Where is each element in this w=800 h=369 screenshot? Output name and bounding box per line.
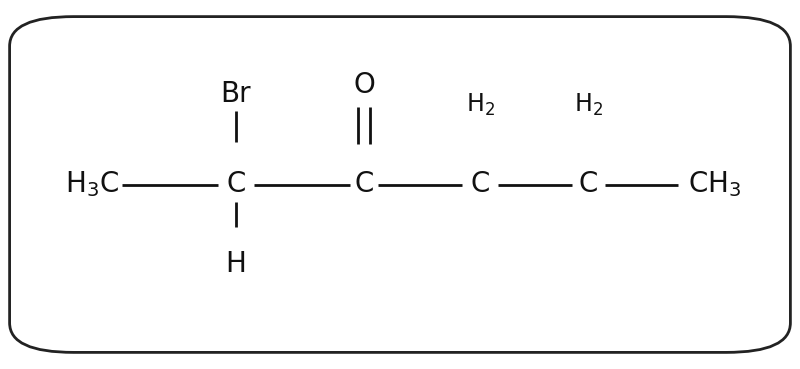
Text: H$_2$: H$_2$ bbox=[574, 92, 602, 118]
Text: H: H bbox=[226, 250, 246, 278]
Text: C: C bbox=[226, 170, 246, 199]
Text: Br: Br bbox=[221, 80, 251, 108]
Text: H$_2$: H$_2$ bbox=[466, 92, 494, 118]
Text: O: O bbox=[353, 71, 375, 99]
Text: CH$_3$: CH$_3$ bbox=[688, 170, 741, 199]
Text: C: C bbox=[354, 170, 374, 199]
Text: C: C bbox=[578, 170, 598, 199]
Text: H$_3$C: H$_3$C bbox=[65, 170, 119, 199]
Text: C: C bbox=[470, 170, 490, 199]
